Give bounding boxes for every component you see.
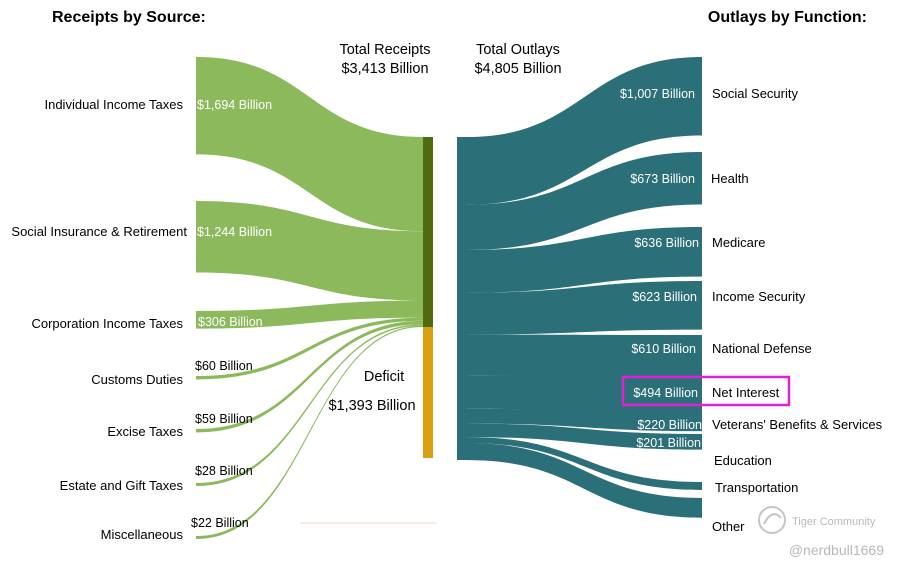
outlay-value-health: $673 Billion — [630, 172, 695, 186]
outlay-flow-education — [467, 423, 702, 450]
outlay-value-national-defense: $610 Billion — [631, 342, 696, 356]
deficit-bar — [423, 327, 433, 458]
outlay-flow-national-defense — [467, 334, 702, 383]
deficit-label: Deficit — [364, 369, 404, 385]
receipt-label-social-insurance-retirement: Social Insurance & Retirement — [11, 224, 187, 239]
outlay-flow-income-security — [467, 281, 702, 335]
receipt-label-individual-income-taxes: Individual Income Taxes — [44, 97, 183, 112]
receipt-flow-excise-taxes — [196, 320, 423, 433]
receipt-value-excise-taxes: $59 Billion — [195, 412, 253, 426]
outlay-label-veterans-benefits-services: Veterans' Benefits & Services — [712, 417, 883, 432]
receipt-labels: Individual Income Taxes $1,694 Billion Soc… — [11, 97, 272, 542]
outlay-label-net-interest: Net Interest — [712, 385, 780, 400]
receipt-flow-customs-duties — [196, 317, 423, 380]
receipt-label-customs-duties: Customs Duties — [91, 372, 183, 387]
receipt-label-miscellaneous: Miscellaneous — [101, 527, 184, 542]
receipt-value-customs-duties: $60 Billion — [195, 359, 253, 373]
outlay-value-social-security: $1,007 Billion — [620, 87, 695, 101]
outlay-flow-medicare — [467, 227, 702, 293]
total-outlays-bar — [457, 137, 467, 460]
receipt-value-social-insurance-retirement: $1,244 Billion — [197, 225, 272, 239]
receipt-flow-corporation-income-taxes — [196, 300, 423, 329]
right-title: Outlays by Function: — [708, 9, 867, 26]
outlay-value-other: $253 Billion — [635, 519, 700, 533]
receipt-label-estate-and-gift-taxes: Estate and Gift Taxes — [60, 478, 184, 493]
receipt-value-miscellaneous: $22 Billion — [191, 516, 249, 530]
outlay-flow-transportation — [467, 437, 702, 490]
outlay-label-transportation: Transportation — [715, 480, 798, 495]
outlay-label-social-security: Social Security — [712, 86, 798, 101]
outlay-value-transportation: $89 Billion — [640, 466, 698, 480]
outlay-value-net-interest: $494 Billion — [633, 386, 698, 400]
outlay-value-income-security: $623 Billion — [632, 290, 697, 304]
outlay-flow-social-security — [467, 57, 702, 205]
tiger-logo-icon — [758, 506, 786, 534]
receipt-flow-estate-and-gift-taxes — [196, 324, 423, 486]
total-receipts-bar — [423, 137, 433, 327]
total-outlays-label: Total Outlays — [476, 42, 560, 58]
watermark: Tiger Community @nerdbull1669 — [758, 506, 884, 558]
outlay-flow-other — [467, 443, 702, 518]
left-title: Receipts by Source: — [52, 9, 206, 26]
receipt-flow-social-insurance-retirement — [196, 201, 423, 301]
outlay-label-other: Other — [712, 519, 745, 534]
watermark-brand: Tiger Community — [792, 516, 876, 528]
outlay-label-education: Education — [714, 453, 772, 468]
receipt-flow-individual-income-taxes — [196, 57, 423, 232]
receipt-value-corporation-income-taxes: $306 Billion — [198, 315, 263, 329]
receipt-value-individual-income-taxes: $1,694 Billion — [197, 98, 272, 112]
outlay-label-medicare: Medicare — [712, 235, 765, 250]
total-outlays-value: $4,805 Billion — [474, 61, 561, 77]
receipt-label-corporation-income-taxes: Corporation Income Taxes — [31, 316, 183, 331]
outlay-flow-veterans-benefits-services — [467, 408, 702, 432]
total-receipts-value: $3,413 Billion — [341, 61, 428, 77]
deficit-value: $1,393 Billion — [328, 398, 415, 414]
receipt-flows — [196, 57, 423, 539]
outlay-label-national-defense: National Defense — [712, 341, 812, 356]
tiger-logo-swoosh-icon — [763, 513, 782, 525]
watermark-handle: @nerdbull1669 — [789, 542, 884, 558]
receipt-value-estate-and-gift-taxes: $28 Billion — [195, 464, 253, 478]
outlay-label-income-security: Income Security — [712, 289, 806, 304]
outlay-labels: $1,007 Billion Social Security $673 Billio… — [620, 86, 883, 534]
net-interest-highlight-box — [621, 375, 791, 407]
outlay-value-medicare: $636 Billion — [634, 236, 699, 250]
receipt-label-excise-taxes: Excise Taxes — [107, 424, 183, 439]
outlay-value-education: $201 Billion — [636, 436, 701, 450]
outlay-label-health: Health — [711, 171, 749, 186]
total-receipts-label: Total Receipts — [339, 42, 430, 58]
outlay-value-veterans-benefits-services: $220 Billion — [637, 418, 702, 432]
receipt-flow-miscellaneous — [196, 325, 423, 539]
outlay-flow-health — [467, 152, 702, 250]
